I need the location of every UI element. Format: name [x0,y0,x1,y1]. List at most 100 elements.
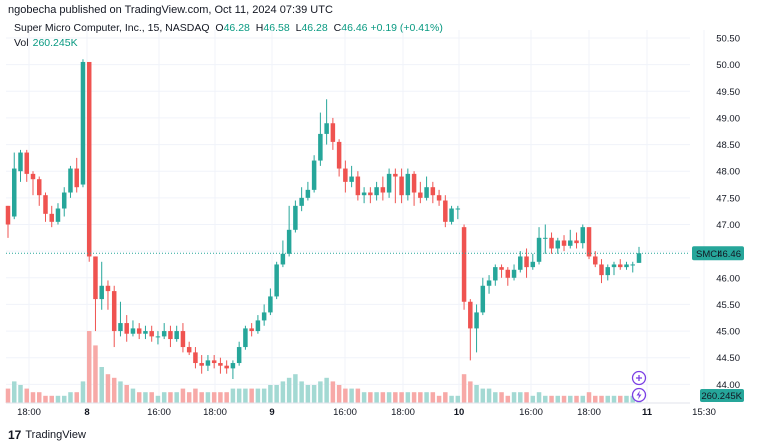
volume-bar [461,374,467,403]
volume-bar [24,388,29,403]
time-tick: 18:00 [17,407,41,418]
candle-body [130,328,136,334]
candle-body [311,160,317,190]
candle-body [374,187,379,196]
candle-body [424,187,429,198]
high-value: 46.58 [263,22,290,34]
price-axis: 50.50 50.00 49.50 49.00 48.50 48.00 47.50 47.00… [716,33,740,390]
candle-body [174,331,179,340]
candle-body [255,320,261,332]
volume-bar [618,395,623,403]
price-tick: 48.50 [716,140,740,151]
candle-body [274,264,279,297]
candle-body [168,331,173,340]
volume-bar [593,395,598,403]
candle-body [411,173,417,193]
volume-bars [5,331,642,403]
volume-bar [211,392,217,403]
candle-body [36,179,42,196]
volume-badge: 260.245K [700,389,744,402]
time-tick: 15:30 [692,407,716,418]
candle-body [5,205,11,225]
volume-bar [286,377,292,403]
volume-label: Vol [14,37,29,49]
candle-body [636,253,642,263]
footer-brand: TradingView [25,429,86,441]
low-label: L [295,22,302,34]
candle-body [136,328,142,334]
volume-bar [574,395,579,403]
volume-bar [105,374,111,403]
price-tick: 44.00 [716,380,740,391]
time-axis: 18:00 8 16:00 18:00 9 16:00 18:00 10 16:00 18:00 1… [6,402,716,418]
candle-body [586,227,592,257]
candle-body [536,237,542,262]
candle-body [18,152,23,172]
volume-bar [324,377,329,403]
candle-body [386,173,392,193]
volume-bar [486,388,492,403]
symbol-name: Super Micro Computer, Inc., 15, NASDAQ [14,22,210,34]
price-tick: 47.00 [716,220,740,231]
time-tick: 8 [84,407,89,418]
candle-body [324,123,329,134]
volume-bar [424,392,429,403]
volume-bar [61,395,67,403]
volume-bar [80,381,86,403]
volume-bar [568,395,573,403]
candle-body [143,331,148,334]
volume-bar [268,385,273,403]
candle-body [624,264,629,268]
volume-bar [174,392,179,403]
volume-bar [530,395,536,403]
candle-body [630,264,636,266]
footer: 17 TradingView [8,428,86,442]
time-tick: 18:00 [203,407,227,418]
lightning-icon[interactable] [631,387,647,403]
volume-bar [605,395,611,403]
candle-body [561,240,567,246]
time-tick: 16:00 [333,407,357,418]
volume-bar [255,388,261,403]
candle-body [580,227,586,244]
candle-body [505,269,511,278]
time-tick: 18:00 [577,407,601,418]
candle-body [530,261,536,268]
candle-body [268,296,273,313]
volume-bar [18,385,23,403]
candle-body [318,133,323,161]
volume-bar [536,392,542,403]
volume-bar [443,392,448,403]
candle-body [518,256,523,270]
candle-body [180,331,186,348]
volume-bar [5,388,11,403]
price-tick: 50.50 [716,33,740,44]
volume-bar [399,392,404,403]
volume-bar [205,392,211,403]
candle-body [474,312,479,329]
add-alert-icon[interactable] [631,370,647,386]
volume-bar [143,392,148,403]
volume-bar [561,395,567,403]
candle-body [555,240,561,249]
candle-body [74,168,79,188]
volume-bar [505,395,511,403]
price-tick: 50.00 [716,60,740,71]
time-tick: 18:00 [391,407,415,418]
volume-bar [299,381,304,403]
volume-bar [43,395,48,403]
volume-bar [411,392,417,403]
candle-body [336,141,342,169]
volume-bar [193,388,198,403]
candle-body [280,253,286,265]
volume-bar [55,395,61,403]
volume-bar [493,392,498,403]
candle-body [155,336,161,338]
candle-body [55,208,61,222]
time-tick: 9 [269,407,274,418]
candle-body [24,152,29,174]
candle-body [211,360,217,364]
last-price-badge: SMCI 46.46 [692,246,744,261]
candle-body [524,256,529,268]
